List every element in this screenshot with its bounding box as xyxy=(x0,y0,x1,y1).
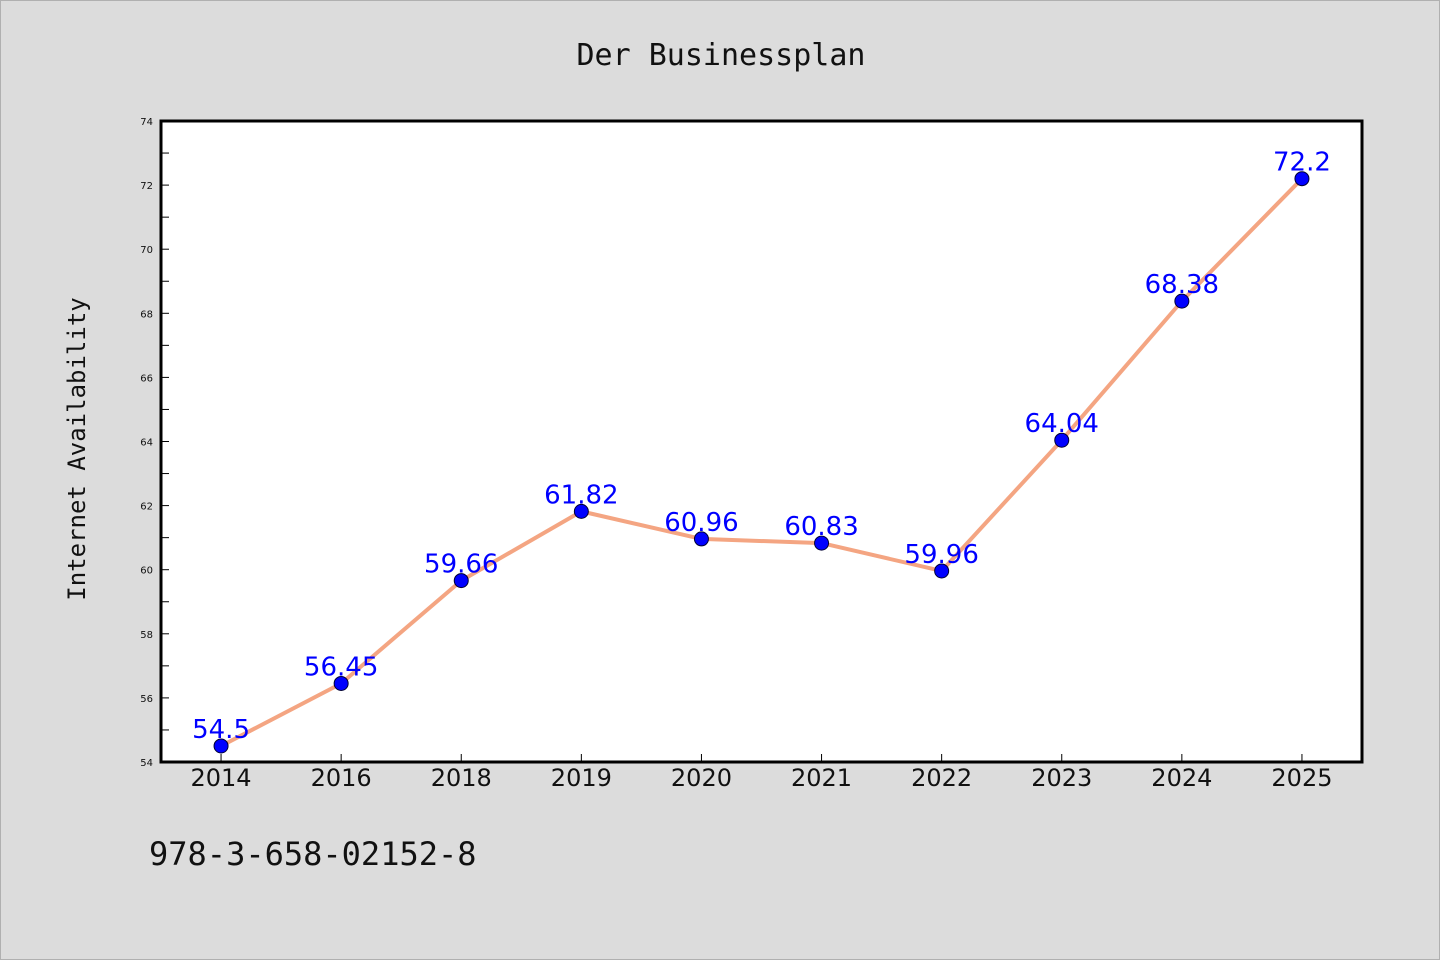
series-line xyxy=(220,177,1304,748)
y-axis: 54 56 58 60 62 64 66 68 70 72 74 xyxy=(140,117,169,769)
y-tick-label: 74 xyxy=(140,117,153,128)
chart-title: Der Businessplan xyxy=(577,38,866,73)
y-tick-label: 72 xyxy=(140,181,153,192)
data-label: 59.96 xyxy=(904,540,978,570)
x-tick-label: 2023 xyxy=(1031,764,1092,792)
data-point xyxy=(213,738,229,754)
data-label: 56.45 xyxy=(304,652,378,682)
y-tick-label: 60 xyxy=(140,566,153,577)
data-label: 59.66 xyxy=(424,550,498,580)
y-tick-label: 70 xyxy=(140,245,153,256)
x-tick-label: 2024 xyxy=(1151,764,1212,792)
data-label: 64.04 xyxy=(1025,409,1099,439)
data-label: 60.83 xyxy=(784,512,858,542)
data-point xyxy=(934,563,950,579)
data-point xyxy=(693,531,709,547)
x-tick-label: 2021 xyxy=(791,764,852,792)
y-axis-label: Internet Availability xyxy=(63,297,91,600)
data-point xyxy=(453,573,469,589)
y-tick-label: 64 xyxy=(140,438,153,449)
footnote-isbn: 978-3-658-02152-8 xyxy=(149,835,477,873)
x-tick-label: 2020 xyxy=(671,764,732,792)
y-tick-label: 54 xyxy=(140,758,153,769)
data-label: 60.96 xyxy=(664,508,738,538)
data-point xyxy=(333,675,349,691)
series: 54.5 56.45 59.66 61.82 60.96 60.83 59.96 64.04 6… xyxy=(192,148,1331,754)
x-tick-label: 2014 xyxy=(191,764,252,792)
data-label: 54.5 xyxy=(192,715,250,745)
x-axis: 2014 2016 2018 2019 2020 2021 2022 2023 2024 2025 xyxy=(191,754,1332,792)
plot-area xyxy=(159,119,1364,764)
data-point xyxy=(573,503,589,519)
y-tick-label: 58 xyxy=(140,630,153,641)
y-tick-label: 68 xyxy=(140,309,153,320)
data-point xyxy=(1174,293,1190,309)
x-tick-label: 2022 xyxy=(911,764,972,792)
data-label: 61.82 xyxy=(544,480,618,510)
y-tick-label: 56 xyxy=(140,694,153,705)
data-label: 68.38 xyxy=(1145,270,1219,300)
data-point xyxy=(814,535,830,551)
data-point xyxy=(1054,432,1070,448)
data-label: 72.2 xyxy=(1273,148,1331,178)
data-point xyxy=(1294,171,1310,187)
x-tick-label: 2025 xyxy=(1271,764,1332,792)
y-tick-label: 66 xyxy=(140,373,153,384)
x-tick-label: 2019 xyxy=(551,764,612,792)
x-tick-label: 2016 xyxy=(311,764,372,792)
x-tick-label: 2018 xyxy=(431,764,492,792)
y-tick-label: 62 xyxy=(140,502,153,513)
